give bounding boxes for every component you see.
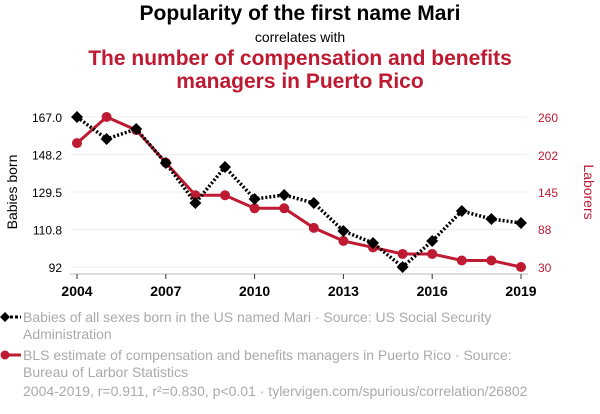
x-tick-label: 2004 xyxy=(61,283,92,299)
series-group xyxy=(71,111,527,273)
series2-point xyxy=(427,248,438,259)
footer-stats: 2004-2019, r=0.911, r²=0.830, p<0.01 · t… xyxy=(23,383,528,399)
series1-point xyxy=(130,123,143,135)
y-right-tick-label: 30 xyxy=(538,261,552,275)
x-tick-label: 2016 xyxy=(417,283,448,299)
legend-marker-circle-solid xyxy=(0,350,21,360)
y-left-axis-label: Babies born xyxy=(4,155,20,230)
y-left-tick-label: 92 xyxy=(49,261,63,275)
x-tick-label: 2019 xyxy=(505,283,536,299)
series1-point xyxy=(307,197,320,209)
y-left-tick-label: 110.8 xyxy=(33,223,62,237)
y-right-axis-label: Laborers xyxy=(581,164,597,219)
series1-point xyxy=(396,261,409,273)
y-right-tick-label: 145 xyxy=(538,186,558,200)
series2-point xyxy=(338,235,349,246)
legend-label-series1-line2: Administration xyxy=(23,326,112,342)
series2-point xyxy=(516,262,526,272)
chart-subtitle: The number of compensation and benefits … xyxy=(0,47,600,93)
series1-point xyxy=(367,237,379,249)
chart-connector: correlates with xyxy=(254,29,346,45)
series1-point xyxy=(189,197,202,209)
chart-title: Popularity of the first name Mari xyxy=(139,2,461,25)
legend-label-series1-line1: Babies of all sexes born in the US named… xyxy=(23,309,492,325)
series1-point xyxy=(426,235,439,247)
series2-point xyxy=(279,203,290,214)
series2-point xyxy=(308,222,319,233)
series2-point xyxy=(486,255,497,266)
series1-point xyxy=(219,161,231,173)
y-left-tick-label: 148.2 xyxy=(32,149,62,163)
x-tick-label: 2013 xyxy=(328,283,359,299)
chart-area: 167.0 148.2 129.5 110.8 92 260 202 145 88 30 2004 2… xyxy=(4,111,597,299)
legend-label-series2-line2: Bureau of Larbor Statistics xyxy=(23,364,188,380)
series2-line xyxy=(76,115,522,269)
legend: Babies of all sexes born in the US named… xyxy=(0,309,600,343)
series1-point xyxy=(71,111,83,123)
series1-point xyxy=(337,225,350,237)
series2-point xyxy=(249,203,260,214)
series2-point xyxy=(101,112,112,122)
series1-point xyxy=(455,205,468,217)
series1-point xyxy=(159,157,172,169)
series2-point xyxy=(220,190,230,201)
subtitle-line-2: managers in Puerto Rico xyxy=(176,70,424,93)
subtitle-line-1: The number of compensation and benefits xyxy=(88,47,512,70)
series1-point xyxy=(515,217,527,229)
y-left-tick-label: 129.5 xyxy=(32,186,62,200)
series1-point xyxy=(278,189,291,201)
axes: 167.0 148.2 129.5 110.8 92 260 202 145 88 30 2004 2… xyxy=(4,111,597,299)
legend-label-series2-line1: BLS estimate of compensation and benefit… xyxy=(23,347,512,363)
legend-item-series2[interactable]: BLS estimate of compensation and benefit… xyxy=(0,347,600,381)
x-tick-label: 2010 xyxy=(239,283,270,299)
y-right-tick-label: 88 xyxy=(538,223,552,237)
series2-point xyxy=(397,248,408,259)
gridlines xyxy=(70,116,527,268)
x-tick-label: 2007 xyxy=(150,283,181,299)
legend-marker-diamond-dotted xyxy=(0,312,21,322)
legend-2: BLS estimate of compensation and benefit… xyxy=(0,347,600,381)
series1-point xyxy=(100,133,113,145)
series1-point xyxy=(248,193,261,205)
y-left-tick-label: 167.0 xyxy=(32,111,62,125)
y-right-tick-label: 260 xyxy=(538,111,558,125)
series1-line xyxy=(75,115,522,270)
series1-point xyxy=(485,213,498,225)
y-right-tick-label: 202 xyxy=(538,149,558,163)
series2-point xyxy=(456,255,467,266)
legend-item-series1[interactable]: Babies of all sexes born in the US named… xyxy=(0,309,600,343)
series2-point xyxy=(72,138,82,149)
